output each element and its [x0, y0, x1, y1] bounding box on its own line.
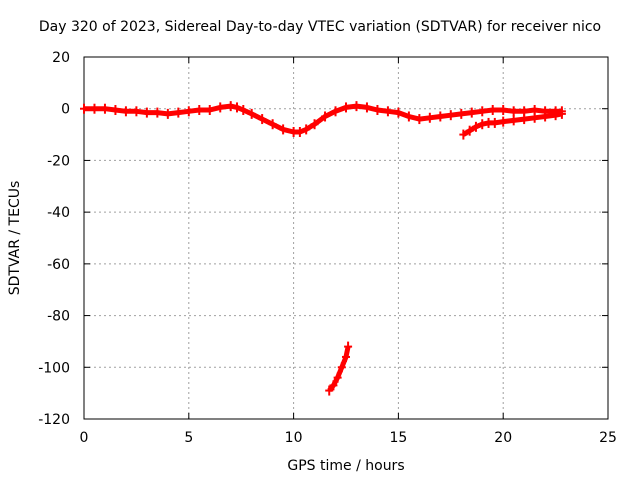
- data-point: [121, 106, 130, 117]
- data-point: [362, 102, 371, 113]
- data-point: [295, 126, 304, 137]
- data-point: [205, 105, 214, 116]
- data-point: [239, 105, 248, 116]
- y-tick-label: -100: [38, 360, 70, 376]
- data-point: [226, 101, 235, 112]
- data-point: [329, 380, 338, 391]
- data-point: [195, 105, 204, 116]
- data-point: [436, 111, 445, 122]
- plot-frame: [83, 56, 609, 420]
- data-point: [557, 108, 566, 119]
- data-point: [174, 107, 183, 118]
- y-axis-label: SDTVAR / TECUs: [7, 181, 23, 296]
- data-point: [153, 107, 162, 118]
- data-point: [467, 107, 476, 118]
- data-point: [111, 105, 120, 116]
- y-tick-label: 0: [61, 102, 70, 118]
- x-tick-label: 20: [494, 430, 512, 446]
- data-point: [490, 117, 499, 128]
- data-point: [302, 124, 311, 135]
- data-point: [216, 102, 225, 113]
- data-point: [344, 341, 353, 352]
- data-point: [520, 114, 529, 125]
- data-point: [471, 121, 480, 132]
- data-point: [541, 111, 550, 122]
- y-tick-label: -20: [47, 153, 70, 169]
- data-point: [233, 102, 242, 113]
- data-point: [184, 106, 193, 117]
- data-point: [90, 103, 99, 114]
- data-point: [499, 105, 508, 116]
- axis-ticks: 0 5 10 15 20 25 20 0 -20 -40 -60 -80 -100 -120: [38, 50, 617, 446]
- data-point: [258, 114, 267, 125]
- data-point: [268, 119, 277, 130]
- data-point: [132, 106, 141, 117]
- x-tick-label: 15: [389, 430, 407, 446]
- x-tick-label: 0: [80, 430, 89, 446]
- data-point: [310, 119, 319, 130]
- x-tick-label: 10: [285, 430, 303, 446]
- data-point: [415, 114, 424, 125]
- data-point: [425, 112, 434, 123]
- data-point: [478, 119, 487, 130]
- data-point: [342, 102, 350, 113]
- y-tick-label: 20: [52, 50, 70, 66]
- data-point: [446, 110, 455, 121]
- y-tick-label: -80: [47, 309, 70, 325]
- series-layer: [80, 101, 566, 396]
- x-tick-label: 5: [184, 430, 193, 446]
- data-point: [337, 362, 346, 373]
- data-point: [247, 108, 256, 119]
- y-tick-label: -120: [38, 412, 70, 428]
- data-point: [333, 372, 342, 383]
- data-point: [499, 116, 508, 127]
- data-point: [80, 103, 88, 114]
- data-point: [478, 106, 487, 117]
- grid-lines: [84, 57, 608, 419]
- data-point: [331, 106, 340, 117]
- data-point: [373, 105, 382, 116]
- data-point: [551, 110, 560, 121]
- x-tick-label: 25: [599, 430, 617, 446]
- data-point: [342, 351, 350, 362]
- data-point: [279, 124, 288, 135]
- y-tick-label: -60: [47, 257, 70, 273]
- data-point: [352, 101, 361, 112]
- data-point: [383, 106, 392, 117]
- chart-title: Day 320 of 2023, Sidereal Day-to-day VTE…: [38, 19, 602, 35]
- data-point: [325, 385, 334, 396]
- data-point: [530, 112, 539, 123]
- data-point: [465, 125, 474, 136]
- data-point: [459, 129, 468, 140]
- data-point: [321, 111, 330, 122]
- data-point: [394, 107, 403, 118]
- data-point: [142, 107, 151, 118]
- data-point: [509, 106, 518, 117]
- data-point: [163, 108, 172, 119]
- x-axis-label: GPS time / hours: [287, 458, 404, 474]
- data-point: [404, 111, 413, 122]
- data-point: [509, 115, 518, 126]
- y-tick-label: -40: [47, 205, 70, 221]
- data-point: [100, 103, 109, 114]
- data-point: [457, 108, 466, 119]
- data-point: [488, 105, 497, 116]
